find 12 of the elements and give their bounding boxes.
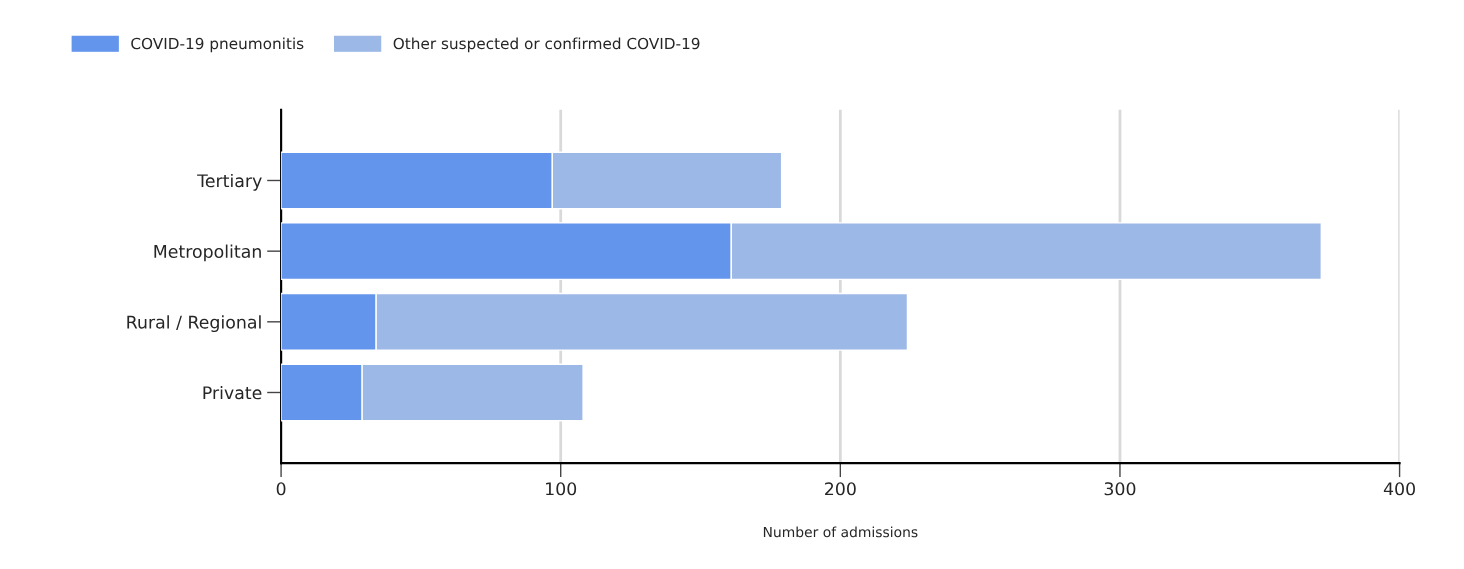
x-axis-title: Number of admissions (763, 526, 918, 538)
x-tick-label: 0 (276, 482, 286, 496)
legend-label: COVID-19 pneumonitis (131, 37, 304, 53)
y-tick-label: Tertiary (197, 173, 262, 191)
x-tick-label: 100 (546, 482, 577, 496)
y-tick-label: Rural / Regional (127, 315, 261, 333)
x-tick-label: 200 (825, 482, 856, 496)
legend-label: Other suspected or confirmed COVID-19 (393, 37, 700, 53)
y-tick-label: Private (203, 385, 262, 400)
x-tick-label: 300 (1104, 482, 1136, 496)
y-tick-label: Metropolitan (154, 244, 261, 262)
x-tick-label: 400 (1383, 482, 1415, 496)
